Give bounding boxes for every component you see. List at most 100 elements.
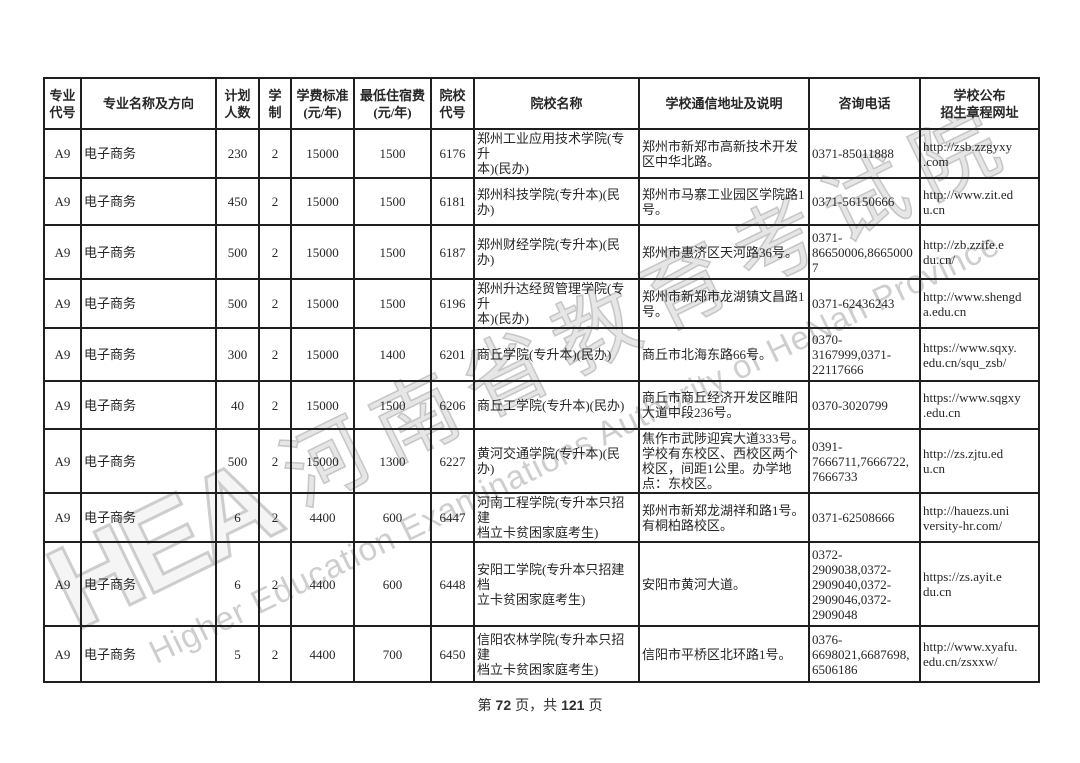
cell-college-name: 信阳农林学院(专升本只招建 档立卡贫困家庭考生): [473, 625, 640, 683]
table-row: A9 电子商务 5 2 4400 700 6450 信阳农林学院(专升本只招建 档立卡贫困家庭…: [43, 625, 1040, 683]
cell-plan-count: 300: [215, 327, 260, 382]
cell-plan-count: 6: [215, 492, 260, 543]
cell-college-name: 郑州科技学院(专升本)(民 办): [473, 177, 640, 226]
cell-college-name: 郑州升达经贸管理学院(专升 本)(民办): [473, 278, 640, 329]
cell-duration: 2: [258, 541, 292, 627]
header-min-lodging: 最低住宿费 (元/年): [353, 77, 432, 130]
footer-suffix: 页: [588, 699, 603, 714]
cell-college-code: 6227: [430, 428, 475, 494]
cell-address: 信阳市平桥区北环路1号。: [638, 625, 810, 683]
cell-duration: 2: [258, 278, 292, 329]
cell-tuition: 15000: [290, 380, 355, 430]
cell-url: https://www.sqgxy .edu.cn: [919, 380, 1040, 430]
cell-url: https://www.sqxy. edu.cn/squ_zsb/: [919, 327, 1040, 382]
cell-college-name: 安阳工学院(专升本只招建档 立卡贫困家庭考生): [473, 541, 640, 627]
cell-duration: 2: [258, 128, 292, 179]
total-page-count: 121: [561, 697, 585, 713]
table-row: A9 电子商务 500 2 15000 1500 6196 郑州升达经贸管理学院(专升 本)(…: [43, 278, 1040, 329]
cell-tuition: 15000: [290, 177, 355, 226]
cell-url: http://zsb.zzgyxy .com: [919, 128, 1040, 179]
table-row: A9 电子商务 450 2 15000 1500 6181 郑州科技学院(专升本)(民 办) 郑…: [43, 177, 1040, 226]
cell-college-name: 黄河交通学院(专升本)(民 办): [473, 428, 640, 494]
cell-plan-count: 5: [215, 625, 260, 683]
cell-plan-count: 450: [215, 177, 260, 226]
cell-min-lodging: 1400: [353, 327, 432, 382]
cell-address: 郑州市新郑市龙湖镇文昌路1 号。: [638, 278, 810, 329]
cell-duration: 2: [258, 428, 292, 494]
header-major-name: 专业名称及方向: [80, 77, 217, 130]
cell-college-name: 商丘学院(专升本)(民办): [473, 327, 640, 382]
cell-major-code: A9: [43, 128, 82, 179]
table-header: 专业 代号 专业名称及方向 计划 人数 学 制 学费标准 (元/年) 最低住宿费…: [43, 77, 1040, 130]
footer-middle: 页，共: [515, 699, 558, 714]
cell-min-lodging: 1500: [353, 278, 432, 329]
cell-plan-count: 6: [215, 541, 260, 627]
table-row: A9 电子商务 6 2 4400 600 6448 安阳工学院(专升本只招建档 立卡贫困家庭考…: [43, 541, 1040, 627]
cell-tuition: 4400: [290, 492, 355, 543]
cell-major-code: A9: [43, 625, 82, 683]
cell-college-name: 郑州工业应用技术学院(专升 本)(民办): [473, 128, 640, 179]
cell-url: http://www.zit.ed u.cn: [919, 177, 1040, 226]
cell-tuition: 15000: [290, 224, 355, 280]
cell-tuition: 15000: [290, 327, 355, 382]
header-row: 专业 代号 专业名称及方向 计划 人数 学 制 学费标准 (元/年) 最低住宿费…: [43, 77, 1040, 130]
cell-url: http://hauezs.uni versity-hr.com/: [919, 492, 1040, 543]
cell-major-name: 电子商务: [80, 327, 217, 382]
cell-tuition: 15000: [290, 128, 355, 179]
cell-college-code: 6450: [430, 625, 475, 683]
cell-tuition: 15000: [290, 428, 355, 494]
cell-phone: 0372- 2909038,0372- 2909040,0372- 290904…: [808, 541, 921, 627]
cell-tuition: 4400: [290, 625, 355, 683]
cell-duration: 2: [258, 177, 292, 226]
cell-college-code: 6448: [430, 541, 475, 627]
header-duration: 学 制: [258, 77, 292, 130]
cell-address: 郑州市马寨工业园区学院路1 号。: [638, 177, 810, 226]
cell-major-name: 电子商务: [80, 278, 217, 329]
admission-plan-table: 专业 代号 专业名称及方向 计划 人数 学 制 学费标准 (元/年) 最低住宿费…: [43, 77, 1040, 683]
cell-phone: 0371-62436243: [808, 278, 921, 329]
cell-college-code: 6201: [430, 327, 475, 382]
cell-plan-count: 230: [215, 128, 260, 179]
header-charter-url: 学校公布 招生章程网址: [919, 77, 1040, 130]
cell-major-name: 电子商务: [80, 625, 217, 683]
cell-min-lodging: 1500: [353, 380, 432, 430]
cell-address: 郑州市惠济区天河路36号。: [638, 224, 810, 280]
cell-duration: 2: [258, 625, 292, 683]
cell-duration: 2: [258, 327, 292, 382]
cell-url: http://zs.zjtu.ed u.cn: [919, 428, 1040, 494]
current-page-number: 72: [495, 697, 512, 713]
cell-college-name: 商丘工学院(专升本)(民办): [473, 380, 640, 430]
cell-major-code: A9: [43, 492, 82, 543]
cell-plan-count: 40: [215, 380, 260, 430]
cell-duration: 2: [258, 380, 292, 430]
cell-url: http://www.xyafu. edu.cn/zsxxw/: [919, 625, 1040, 683]
cell-url: http://www.shengd a.edu.cn: [919, 278, 1040, 329]
cell-plan-count: 500: [215, 278, 260, 329]
cell-address: 商丘市北海东路66号。: [638, 327, 810, 382]
cell-college-code: 6187: [430, 224, 475, 280]
header-tuition: 学费标准 (元/年): [290, 77, 355, 130]
cell-major-code: A9: [43, 380, 82, 430]
page-footer: 第 72 页，共 121 页: [0, 695, 1080, 715]
cell-address: 郑州市新郑龙湖祥和路1号。 有桐柏路校区。: [638, 492, 810, 543]
cell-phone: 0370- 3167999,0371- 22117666: [808, 327, 921, 382]
cell-url: http://zb.zzife.e du.cn/: [919, 224, 1040, 280]
cell-college-code: 6181: [430, 177, 475, 226]
cell-major-name: 电子商务: [80, 428, 217, 494]
table-row: A9 电子商务 300 2 15000 1400 6201 商丘学院(专升本)(民办) 商丘市北…: [43, 327, 1040, 382]
cell-plan-count: 500: [215, 224, 260, 280]
cell-college-code: 6447: [430, 492, 475, 543]
cell-major-name: 电子商务: [80, 380, 217, 430]
cell-college-code: 6206: [430, 380, 475, 430]
cell-min-lodging: 1500: [353, 177, 432, 226]
table-body: A9 电子商务 230 2 15000 1500 6176 郑州工业应用技术学院(专升 本)(…: [43, 128, 1040, 683]
cell-min-lodging: 1500: [353, 224, 432, 280]
cell-phone: 0376- 6698021,6687698, 6506186: [808, 625, 921, 683]
cell-min-lodging: 1500: [353, 128, 432, 179]
cell-min-lodging: 600: [353, 541, 432, 627]
cell-phone: 0371-62508666: [808, 492, 921, 543]
cell-min-lodging: 700: [353, 625, 432, 683]
cell-phone: 0391- 7666711,7666722, 7666733: [808, 428, 921, 494]
table-row: A9 电子商务 500 2 15000 1500 6187 郑州财经学院(专升本)(民 办) 郑…: [43, 224, 1040, 280]
cell-phone: 0371- 86650006,8665000 7: [808, 224, 921, 280]
